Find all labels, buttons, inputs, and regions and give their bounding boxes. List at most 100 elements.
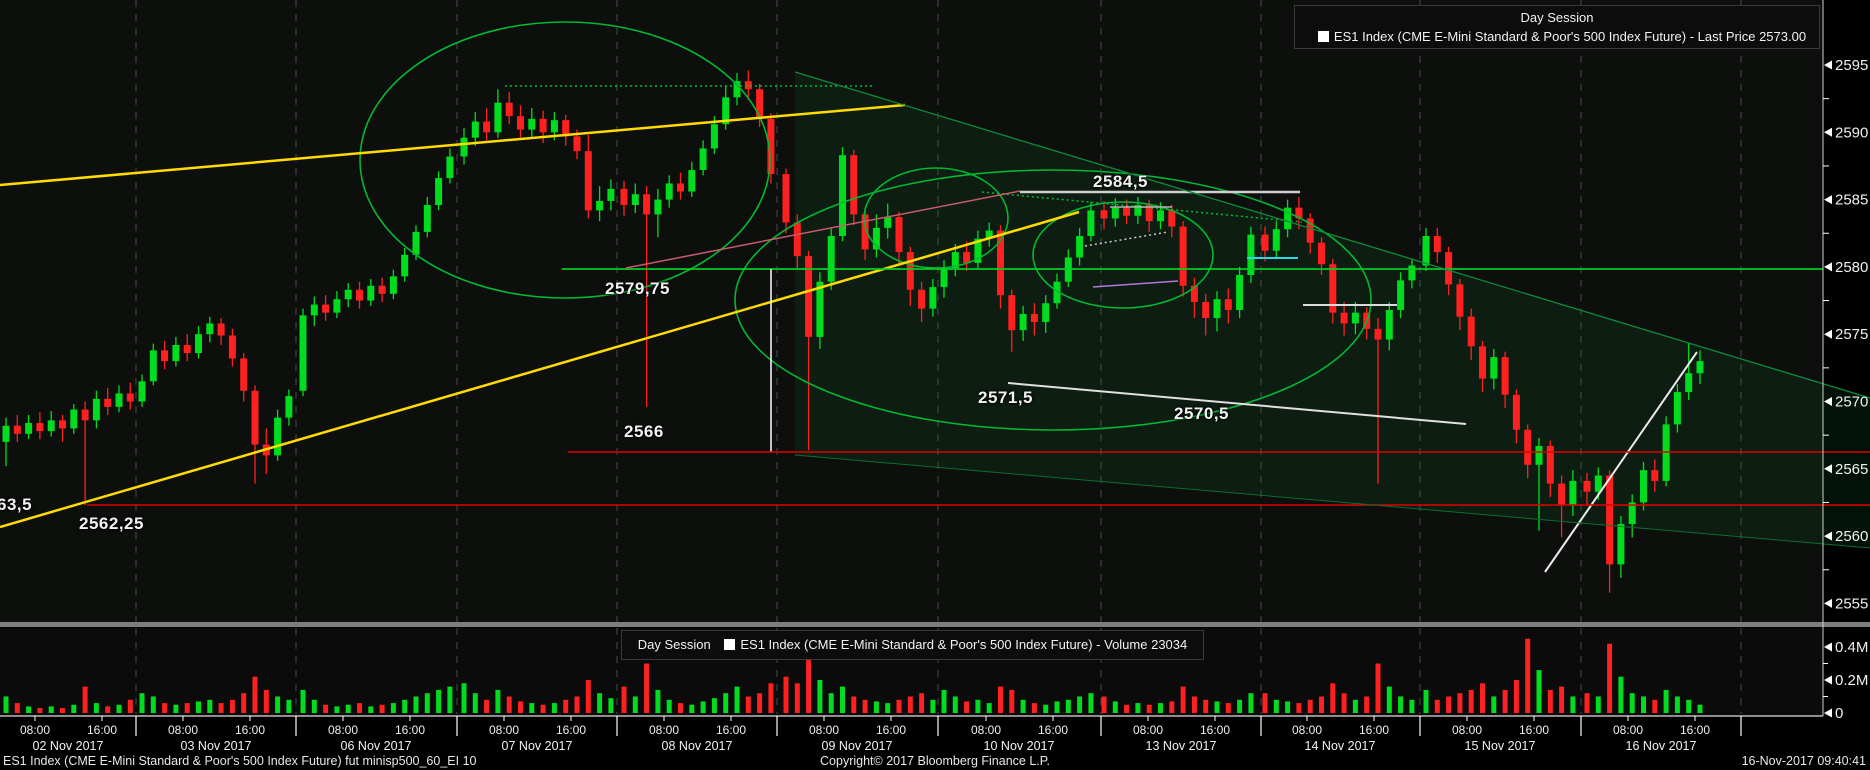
volume-bar	[1686, 699, 1692, 713]
ellipse-large-2[interactable]	[734, 169, 1372, 431]
time-label: 08:00	[20, 723, 50, 737]
candle-body	[1123, 207, 1131, 216]
volume-bar	[757, 693, 763, 713]
dotted-white-ascending[interactable]	[1084, 231, 1169, 247]
volume-tick-label: 0.2M	[1835, 672, 1868, 689]
candle-body	[884, 217, 892, 228]
trendline-yellow-upper[interactable]	[0, 103, 906, 187]
time-label: 08:00	[328, 723, 358, 737]
candle-body	[1685, 373, 1693, 393]
trendline-yellow-lower[interactable]	[0, 210, 1080, 529]
volume-bar	[1285, 701, 1291, 713]
candle-body	[1042, 303, 1050, 323]
candle-body	[1512, 394, 1520, 430]
time-label: 08:00	[649, 723, 679, 737]
pane-separator[interactable]	[0, 622, 1870, 627]
volume-series-label: ES1 Index (CME E-Mini Standard & Poor's …	[740, 637, 1188, 652]
ellipse-small-1[interactable]	[863, 167, 1009, 269]
volume-bar	[472, 693, 478, 713]
volume-bar	[1031, 703, 1037, 713]
annotation-2562-25[interactable]: 2562,25	[79, 514, 144, 533]
annotation-2570-5[interactable]: 2570,5	[1174, 404, 1229, 423]
candle-body	[631, 194, 639, 205]
volume-bar	[1641, 696, 1646, 713]
channel-top-edge[interactable]	[794, 71, 1870, 399]
volume-bar	[885, 703, 891, 713]
volume-bar	[644, 663, 650, 713]
volume-bar	[1525, 638, 1531, 713]
channel-bottom-edge[interactable]	[794, 454, 1870, 549]
volume-bar	[723, 693, 729, 713]
trendline-white-ascending[interactable]	[1544, 351, 1698, 573]
annotation-2571-5[interactable]: 2571,5	[978, 388, 1033, 407]
candle-body	[1651, 470, 1659, 481]
candle-body	[1696, 361, 1704, 374]
price-tick-label: 2585	[1835, 192, 1868, 209]
volume-bar	[700, 701, 706, 713]
price-tick-arrow-icon	[1824, 531, 1832, 541]
volume-bar	[424, 693, 430, 713]
candle-body	[1456, 284, 1464, 317]
volume-bar	[241, 693, 247, 713]
volume-bar	[368, 706, 374, 713]
volume-bar	[1330, 683, 1336, 713]
candle-body	[596, 200, 604, 211]
candle-body	[767, 118, 775, 175]
price-pane-legend[interactable]: Day Session ES1 Index (CME E-Mini Standa…	[1294, 5, 1820, 49]
candle-body	[1261, 234, 1269, 251]
candle-body	[1100, 210, 1108, 219]
volume-bar	[1043, 704, 1049, 713]
price-tick-arrow-icon	[1824, 464, 1832, 474]
volume-bar	[311, 699, 317, 713]
volume-session-label: Day Session	[637, 637, 711, 652]
annotation-2563-5-truncated[interactable]: 63,5	[0, 495, 33, 514]
trendline-pink[interactable]	[625, 190, 1021, 269]
ellipse-small-2[interactable]	[1032, 201, 1214, 309]
volume-bar	[1248, 693, 1254, 713]
volume-bar	[1054, 701, 1060, 713]
volume-bar	[116, 704, 122, 713]
candle-body	[710, 124, 718, 149]
volume-bar	[1203, 699, 1209, 713]
candle-body	[1351, 312, 1359, 324]
candle-body	[104, 398, 112, 407]
time-label: 16:00	[1359, 723, 1389, 737]
volume-bar	[585, 680, 591, 713]
candle-body	[356, 289, 363, 301]
volume-bar	[286, 699, 292, 713]
volume-bar	[1009, 689, 1015, 713]
volume-bar	[851, 696, 857, 713]
volume-bar	[1398, 696, 1404, 713]
candle-body	[1374, 328, 1382, 340]
time-label: 16:00	[876, 723, 906, 737]
candle-body	[940, 268, 948, 288]
segment-violet[interactable]	[1092, 280, 1179, 288]
candle-body	[550, 120, 558, 133]
candle-body	[471, 121, 479, 138]
candle-body	[92, 398, 100, 421]
ellipse-large-1[interactable]	[359, 21, 771, 299]
time-label: 16:00	[1680, 723, 1710, 737]
volume-bar	[1225, 703, 1231, 713]
annotation-2566[interactable]: 2566	[624, 422, 664, 441]
volume-bar	[1158, 703, 1163, 713]
volume-bar	[71, 704, 77, 713]
volume-bar	[345, 704, 351, 713]
candle-body	[299, 315, 307, 391]
volume-bar	[1191, 696, 1197, 713]
candle-body	[722, 97, 730, 125]
time-label: 16:00	[1038, 723, 1068, 737]
annotation-2579-75[interactable]: 2579,75	[605, 279, 670, 298]
volume-bar	[964, 701, 970, 713]
candle-body	[1673, 392, 1681, 425]
volume-bar	[540, 704, 546, 713]
candle-body	[161, 350, 169, 362]
candle-body	[344, 289, 352, 300]
annotation-2584-5[interactable]: 2584,5	[1093, 172, 1148, 191]
price-tick-label: 2565	[1835, 461, 1868, 478]
volume-pane-legend[interactable]: Day Session ES1 Index (CME E-Mini Standa…	[621, 630, 1204, 660]
date-label: 13 Nov 2017	[1146, 739, 1217, 753]
candle-body	[47, 420, 55, 432]
trendline-white-descending[interactable]	[1007, 382, 1467, 425]
